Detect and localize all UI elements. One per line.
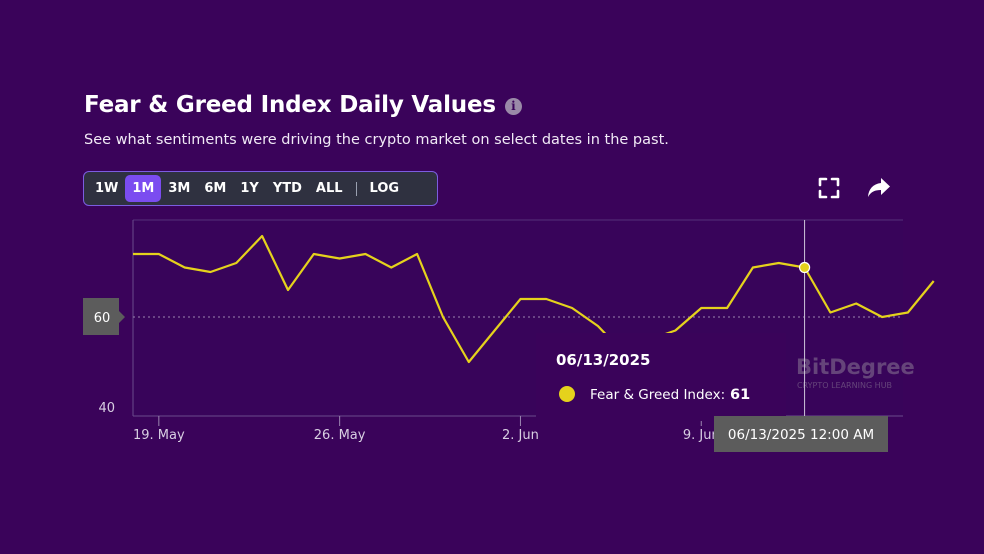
- tooltip-series-marker: [559, 386, 575, 402]
- x-crosshair-label-text: 06/13/2025 12:00 AM: [728, 427, 874, 443]
- hover-point: [798, 261, 811, 274]
- x-tick-label: 2. Jun: [502, 428, 539, 443]
- range-button-1w[interactable]: 1W: [95, 181, 119, 196]
- range-separator: [355, 181, 357, 196]
- page-title: Fear & Greed Index Daily Values: [84, 92, 496, 118]
- info-icon[interactable]: i: [504, 97, 522, 115]
- tooltip-series-label: Fear & Greed Index:: [590, 387, 725, 403]
- range-button-6m[interactable]: 6M: [204, 181, 227, 196]
- y-tick-label: 40: [98, 401, 115, 416]
- page-subtitle: See what sentiments were driving the cry…: [84, 132, 669, 148]
- range-button-1y[interactable]: 1Y: [240, 181, 259, 196]
- chart-header: Fear & Greed Index Daily Values i: [84, 92, 522, 118]
- y-axis: 40: [98, 401, 115, 416]
- y-crosshair-label: 60: [83, 298, 125, 335]
- x-tick-label: 9. Jun: [683, 428, 720, 443]
- range-button-3m[interactable]: 3M: [168, 181, 191, 196]
- range-button-ytd[interactable]: YTD: [272, 181, 302, 196]
- range-button-all[interactable]: ALL: [315, 181, 343, 196]
- tooltip-value: 61: [730, 387, 750, 403]
- x-axis: 19. May 26. May 2. Jun 9. Jun: [133, 416, 720, 443]
- range-selector: 1W 1M 3M 6M 1Y YTD ALL LOG: [83, 171, 438, 206]
- watermark-brand: BitDegree: [796, 355, 915, 379]
- fullscreen-icon[interactable]: [818, 177, 840, 199]
- range-button-log[interactable]: LOG: [369, 181, 400, 196]
- tooltip: 06/13/2025 Fear & Greed Index: 61: [536, 333, 786, 421]
- watermark-tagline: CRYPTO LEARNING HUB: [797, 381, 892, 390]
- x-tick-label: 19. May: [133, 428, 185, 443]
- x-crosshair-label: 06/13/2025 12:00 AM: [714, 416, 888, 452]
- tooltip-date: 06/13/2025: [556, 351, 650, 369]
- x-tick-label: 26. May: [314, 428, 366, 443]
- y-crosshair-label-text: 60: [94, 311, 111, 326]
- range-button-1m[interactable]: 1M: [125, 175, 162, 202]
- share-arrow-icon[interactable]: [866, 176, 892, 200]
